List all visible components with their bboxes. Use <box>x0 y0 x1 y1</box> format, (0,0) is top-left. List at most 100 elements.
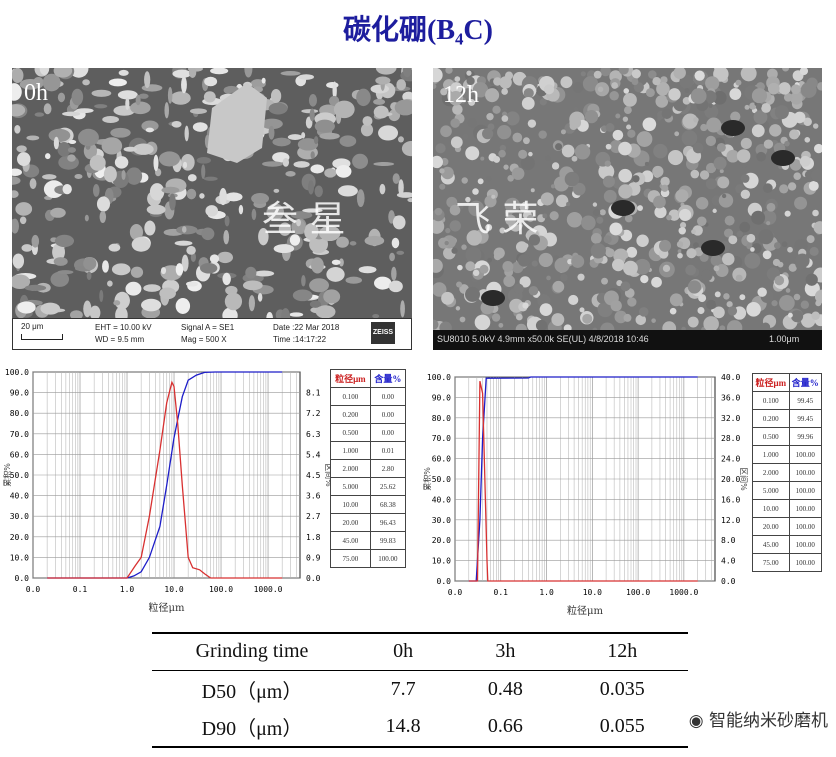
grain <box>803 117 812 126</box>
grain <box>661 184 669 192</box>
grain <box>666 214 672 221</box>
particle <box>360 123 374 137</box>
grain <box>618 168 633 183</box>
particle <box>86 271 92 280</box>
grain <box>817 82 822 91</box>
particle <box>270 89 282 104</box>
grain <box>590 243 606 259</box>
grain <box>635 314 647 326</box>
particle <box>258 227 269 246</box>
grain <box>766 202 776 212</box>
grain <box>472 188 479 195</box>
cell: 100.00 <box>788 481 823 500</box>
table-row: 0.500 99.96 <box>752 427 823 446</box>
particle <box>391 237 400 249</box>
grain <box>623 260 638 276</box>
grain <box>622 116 629 122</box>
grain <box>433 68 443 83</box>
grain <box>450 136 463 149</box>
y-tick-label: 40.0 <box>10 492 29 501</box>
grain <box>727 306 738 316</box>
cell: 0.01 <box>369 441 407 460</box>
grain <box>600 68 611 77</box>
grain <box>697 307 705 315</box>
grain <box>648 70 657 79</box>
col-header: 含量% <box>788 373 823 392</box>
particle <box>244 68 253 78</box>
grain <box>462 88 474 99</box>
grain <box>620 281 631 292</box>
cell: 20.00 <box>330 513 371 532</box>
time: Time :14:17:22 <box>273 335 327 344</box>
grain <box>789 129 800 140</box>
grain <box>735 79 742 86</box>
grain <box>729 88 742 100</box>
table-row: 0.200 99.45 <box>752 409 823 428</box>
particle <box>12 218 19 234</box>
particle <box>91 89 112 97</box>
particle <box>83 257 97 271</box>
particle <box>161 186 180 194</box>
grain <box>472 82 489 98</box>
grain <box>439 168 445 174</box>
psd-table-0h: 粒径μm 含量% 0.100 0.00 0.200 0.00 0.500 0.00 1.000… <box>330 369 407 568</box>
particle <box>261 77 266 84</box>
grain <box>655 95 669 108</box>
grain <box>572 82 584 93</box>
grain <box>604 160 611 167</box>
grain <box>740 137 752 150</box>
grain <box>501 111 508 117</box>
grain <box>505 111 520 126</box>
grain <box>582 313 593 324</box>
particle <box>364 235 385 246</box>
particle <box>69 310 83 320</box>
grain <box>439 183 446 190</box>
col-header: 粒径μm <box>330 369 371 388</box>
particle <box>14 125 21 134</box>
particle <box>222 272 231 286</box>
cell: 99.96 <box>788 427 823 446</box>
grain <box>723 293 730 300</box>
particle <box>402 68 412 78</box>
particle <box>205 205 219 217</box>
interval-line <box>47 380 283 579</box>
particle <box>131 237 151 252</box>
grain <box>710 254 723 267</box>
particle <box>251 192 270 204</box>
grain <box>459 316 466 323</box>
particle <box>19 216 27 225</box>
particle <box>257 292 263 302</box>
grain <box>543 84 555 95</box>
particle <box>313 136 319 145</box>
grain <box>450 118 460 128</box>
y-tick-label: 90.0 <box>432 393 451 402</box>
grain <box>614 310 628 324</box>
particle <box>362 116 373 126</box>
grain <box>433 83 437 89</box>
y-tick-label: 40.0 <box>432 495 451 504</box>
grain <box>445 68 453 74</box>
particle <box>89 305 101 320</box>
scale-bar-label: 1.00μm <box>769 334 800 344</box>
grain <box>549 211 559 221</box>
particle <box>301 132 306 139</box>
grain <box>493 252 502 261</box>
grain <box>581 215 596 231</box>
particle <box>53 136 59 150</box>
grain <box>535 319 548 332</box>
particle <box>146 204 166 215</box>
grain <box>503 164 509 170</box>
grain <box>679 208 692 221</box>
sem-info: SU8010 5.0kV 4.9mm x50.0k SE(UL) 4/8/201… <box>437 334 649 344</box>
grain <box>492 105 501 114</box>
table-row: 0.100 99.45 <box>752 391 823 410</box>
particle <box>339 258 344 267</box>
grain <box>690 88 707 104</box>
cumulative-line <box>47 371 283 579</box>
grain <box>812 209 819 217</box>
particle <box>108 243 121 252</box>
grain <box>808 180 819 191</box>
grain <box>551 162 560 170</box>
particle <box>153 154 159 172</box>
grain <box>546 275 551 281</box>
